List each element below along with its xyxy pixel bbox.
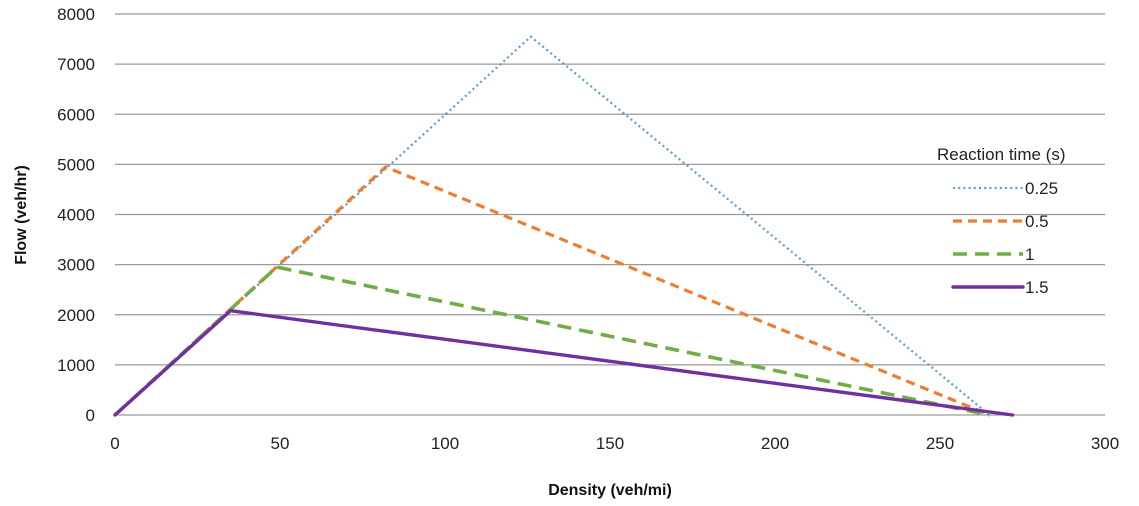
y-tick-label: 7000 [57,55,95,74]
grid-lines [115,13,1105,416]
series-line-0.25 [114,35,991,416]
x-axis-title: Density (veh/mi) [548,482,672,499]
x-tick-label: 100 [431,434,459,453]
y-tick-label: 3000 [57,256,95,275]
legend-label: 0.5 [1025,212,1049,231]
x-tick-label: 300 [1091,434,1119,453]
y-tick-label: 0 [86,406,95,425]
series-line-1.5 [113,309,1015,417]
legend: Reaction time (s) 0.25 0.5 1 1.5 [937,145,1065,297]
y-tick-label: 5000 [57,155,95,174]
y-tick-label: 8000 [57,5,95,24]
series-line-0.5 [113,165,991,417]
x-tick-labels: 0 50 100 150 200 250 300 [110,434,1119,453]
x-tick-label: 150 [596,434,624,453]
x-tick-label: 50 [271,434,290,453]
legend-label: 1.5 [1025,278,1049,297]
x-tick-label: 0 [110,434,119,453]
y-tick-label: 4000 [57,206,95,225]
y-tick-label: 6000 [57,105,95,124]
y-tick-label: 2000 [57,306,95,325]
legend-label: 0.25 [1025,179,1058,198]
x-tick-label: 200 [761,434,789,453]
x-tick-label: 250 [926,434,954,453]
y-axis-title: Flow (veh/hr) [13,165,30,265]
legend-title: Reaction time (s) [937,145,1065,164]
y-tick-label: 1000 [57,356,95,375]
legend-label: 1 [1025,245,1034,264]
y-tick-labels: 0 1000 2000 3000 4000 5000 6000 7000 8000 [57,5,95,425]
series-lines [113,35,1015,417]
